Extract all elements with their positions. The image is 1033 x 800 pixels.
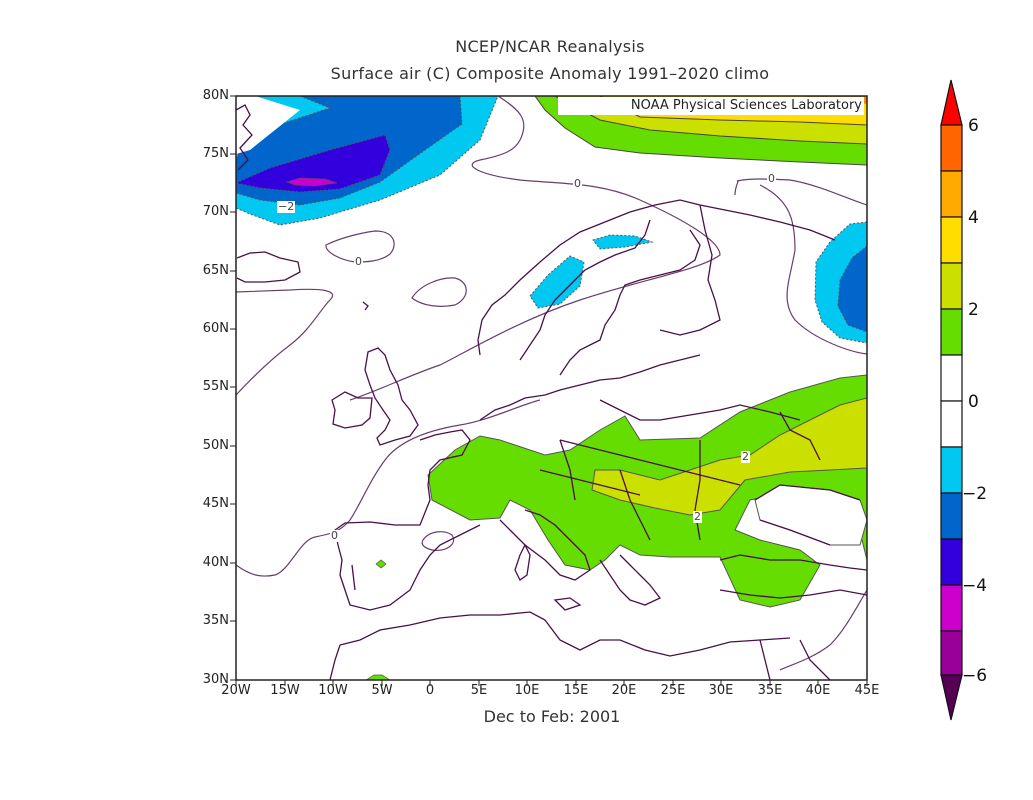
y-tick-label: 55N (202, 379, 229, 394)
pos-anomaly-yellowgreen-europe (591, 397, 867, 516)
y-tick-marks (230, 95, 236, 681)
colorbar-label: 4 (968, 208, 979, 228)
contour-label: 2 (693, 510, 702, 523)
x-tick-label: 45E (854, 683, 880, 698)
coastline-layer (236, 104, 867, 680)
x-tick-label: 20W (221, 683, 251, 698)
y-tick-label: 50N (202, 438, 229, 453)
contour-label: 0 (330, 529, 339, 542)
x-tick-label: 30E (708, 683, 734, 698)
contour-label: −2 (277, 200, 296, 213)
neg-anomaly-norway-south (529, 255, 585, 309)
x-tick-label: 10W (318, 683, 348, 698)
contour-label: 0 (573, 177, 582, 190)
x-tick-label: 20E (611, 683, 637, 698)
plot-frame (235, 95, 868, 681)
colorbar-under-triangle (940, 674, 963, 721)
neg-anomaly-magenta-greenland (285, 177, 338, 187)
x-tick-label: 35E (757, 683, 783, 698)
colorbar-label: −4 (962, 576, 988, 596)
contour-label: 0 (354, 255, 363, 268)
y-tick-label: 45N (202, 496, 229, 511)
x-axis-label: Dec to Feb: 2001 (483, 707, 621, 726)
y-tick-label: 35N (202, 613, 229, 628)
chart-subtitle: Surface air (C) Composite Anomaly 1991–2… (330, 64, 770, 83)
y-tick-label: 30N (202, 672, 229, 687)
neg-anomaly-blue-russia (837, 245, 867, 333)
neg-anomaly-norway-north (592, 234, 654, 250)
colorbar-label: 0 (968, 392, 979, 412)
y-tick-label: 80N (202, 88, 229, 103)
x-tick-label: 15E (563, 683, 589, 698)
x-tick-label: 5E (470, 683, 488, 698)
y-tick-label: 75N (202, 146, 229, 161)
x-tick-label: 5W (371, 683, 393, 698)
colorbar-label: 2 (968, 300, 979, 320)
colorbar-label: −6 (962, 666, 988, 686)
x-tick-label: 0 (425, 683, 435, 698)
x-tick-label: 15W (270, 683, 300, 698)
contour-label: 0 (767, 172, 776, 185)
y-tick-label: 60N (202, 321, 229, 336)
pos-anomaly-morocco-spot (365, 674, 391, 680)
x-tick-label: 40E (805, 683, 831, 698)
zero-contour-layer (236, 96, 867, 671)
credit-label: NOAA Physical Sciences Laboratory (558, 97, 864, 115)
pos-anomaly-spain-spot (375, 559, 387, 569)
colorbar-over-triangle (940, 79, 963, 126)
y-tick-label: 65N (202, 263, 229, 278)
colorbar-label: −2 (962, 484, 988, 504)
colorbar-label: 6 (968, 116, 979, 136)
x-tick-label: 25E (660, 683, 686, 698)
y-tick-label: 40N (202, 555, 229, 570)
x-tick-label: 10E (514, 683, 540, 698)
y-tick-label: 70N (202, 204, 229, 219)
colorbar (940, 79, 963, 721)
contour-label: 2 (741, 450, 750, 463)
neg-anomaly-indigo-greenland (236, 134, 391, 193)
chart-title: NCEP/NCAR Reanalysis (455, 37, 645, 56)
x-tick-marks (235, 680, 868, 686)
